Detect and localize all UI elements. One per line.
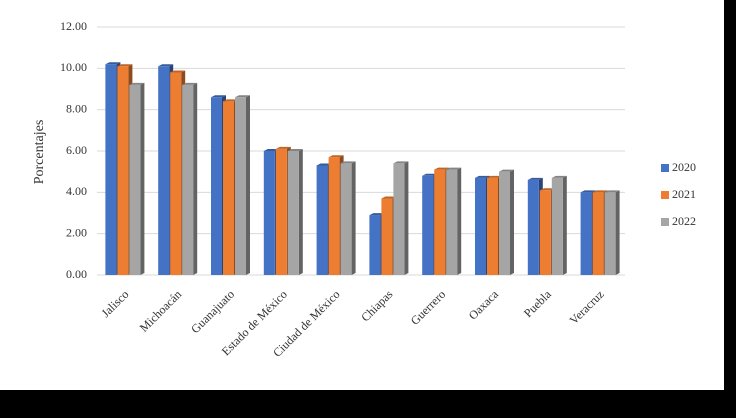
bar — [539, 190, 551, 275]
bar-top — [211, 95, 226, 98]
bar — [422, 175, 434, 275]
bar — [129, 84, 141, 275]
bar-side — [193, 82, 198, 275]
bar-top — [182, 82, 198, 85]
bar — [434, 169, 446, 275]
y-tick-label: 10.00 — [60, 60, 87, 74]
bar-top — [263, 149, 279, 151]
bar — [275, 148, 287, 275]
bar-side — [351, 161, 356, 275]
bar — [393, 163, 405, 275]
bar-top — [369, 213, 385, 216]
bar — [381, 198, 393, 275]
legend-label: 2022 — [672, 214, 696, 228]
bar-side — [562, 175, 567, 275]
bar — [211, 97, 222, 276]
bar-side — [140, 82, 145, 275]
bar-top — [499, 169, 514, 172]
bar-top — [170, 70, 186, 73]
bar — [117, 66, 129, 276]
bar-top — [592, 190, 608, 193]
bar-top — [422, 173, 438, 176]
bar — [475, 177, 486, 275]
bar-top — [446, 167, 462, 170]
bar-top — [328, 155, 344, 158]
bar-top — [129, 82, 145, 85]
y-tick-label: 6.00 — [66, 143, 87, 157]
y-tick-label: 12.00 — [60, 19, 87, 33]
bar — [340, 163, 352, 275]
bar — [580, 192, 592, 275]
bar-side — [404, 161, 409, 275]
bar-top — [235, 95, 250, 98]
bar-top — [340, 161, 356, 164]
bar-side — [298, 149, 303, 275]
bar-top — [117, 64, 133, 67]
bar-top — [381, 196, 397, 199]
bar — [263, 151, 275, 275]
y-tick-label: 0.00 — [66, 267, 87, 281]
bar — [105, 64, 117, 275]
bar — [369, 215, 381, 275]
bar-side — [457, 167, 462, 275]
y-tick-label: 2.00 — [66, 225, 87, 239]
y-tick-label: 8.00 — [66, 101, 87, 115]
bar — [487, 177, 498, 275]
bar-top — [158, 64, 174, 67]
legend-swatch — [661, 218, 669, 226]
bar — [604, 192, 616, 275]
bar — [499, 171, 510, 275]
bar-top — [475, 175, 490, 178]
bar — [446, 169, 458, 275]
legend-label: 2020 — [672, 160, 696, 174]
bar-top — [393, 161, 409, 164]
bar — [551, 177, 563, 275]
bar-side — [510, 169, 514, 275]
bar — [223, 101, 234, 276]
bar-side — [246, 95, 250, 276]
bar-top — [604, 190, 620, 193]
y-tick-label: 4.00 — [66, 184, 87, 198]
bar-top — [580, 190, 596, 193]
bar — [170, 72, 182, 275]
bar-side — [615, 190, 620, 275]
bar-top — [105, 62, 121, 65]
legend-swatch — [661, 191, 669, 199]
bar-top — [275, 146, 291, 149]
bar — [328, 157, 340, 275]
bar — [158, 66, 170, 276]
bar-top — [539, 188, 555, 191]
legend-swatch — [661, 164, 669, 172]
bar-top — [551, 175, 567, 178]
legend-label: 2021 — [672, 187, 696, 201]
bar-top — [527, 177, 543, 180]
bar-top — [287, 149, 303, 151]
bar-top — [316, 163, 332, 166]
bar — [316, 165, 328, 275]
bar — [182, 84, 194, 275]
bar — [287, 151, 299, 275]
bar — [527, 179, 539, 275]
y-axis-label: Porcentajes — [32, 120, 47, 185]
bar — [592, 192, 604, 275]
bar-top — [223, 99, 238, 102]
bar-top — [487, 175, 502, 178]
bar-top — [434, 167, 450, 170]
bar — [235, 97, 246, 276]
